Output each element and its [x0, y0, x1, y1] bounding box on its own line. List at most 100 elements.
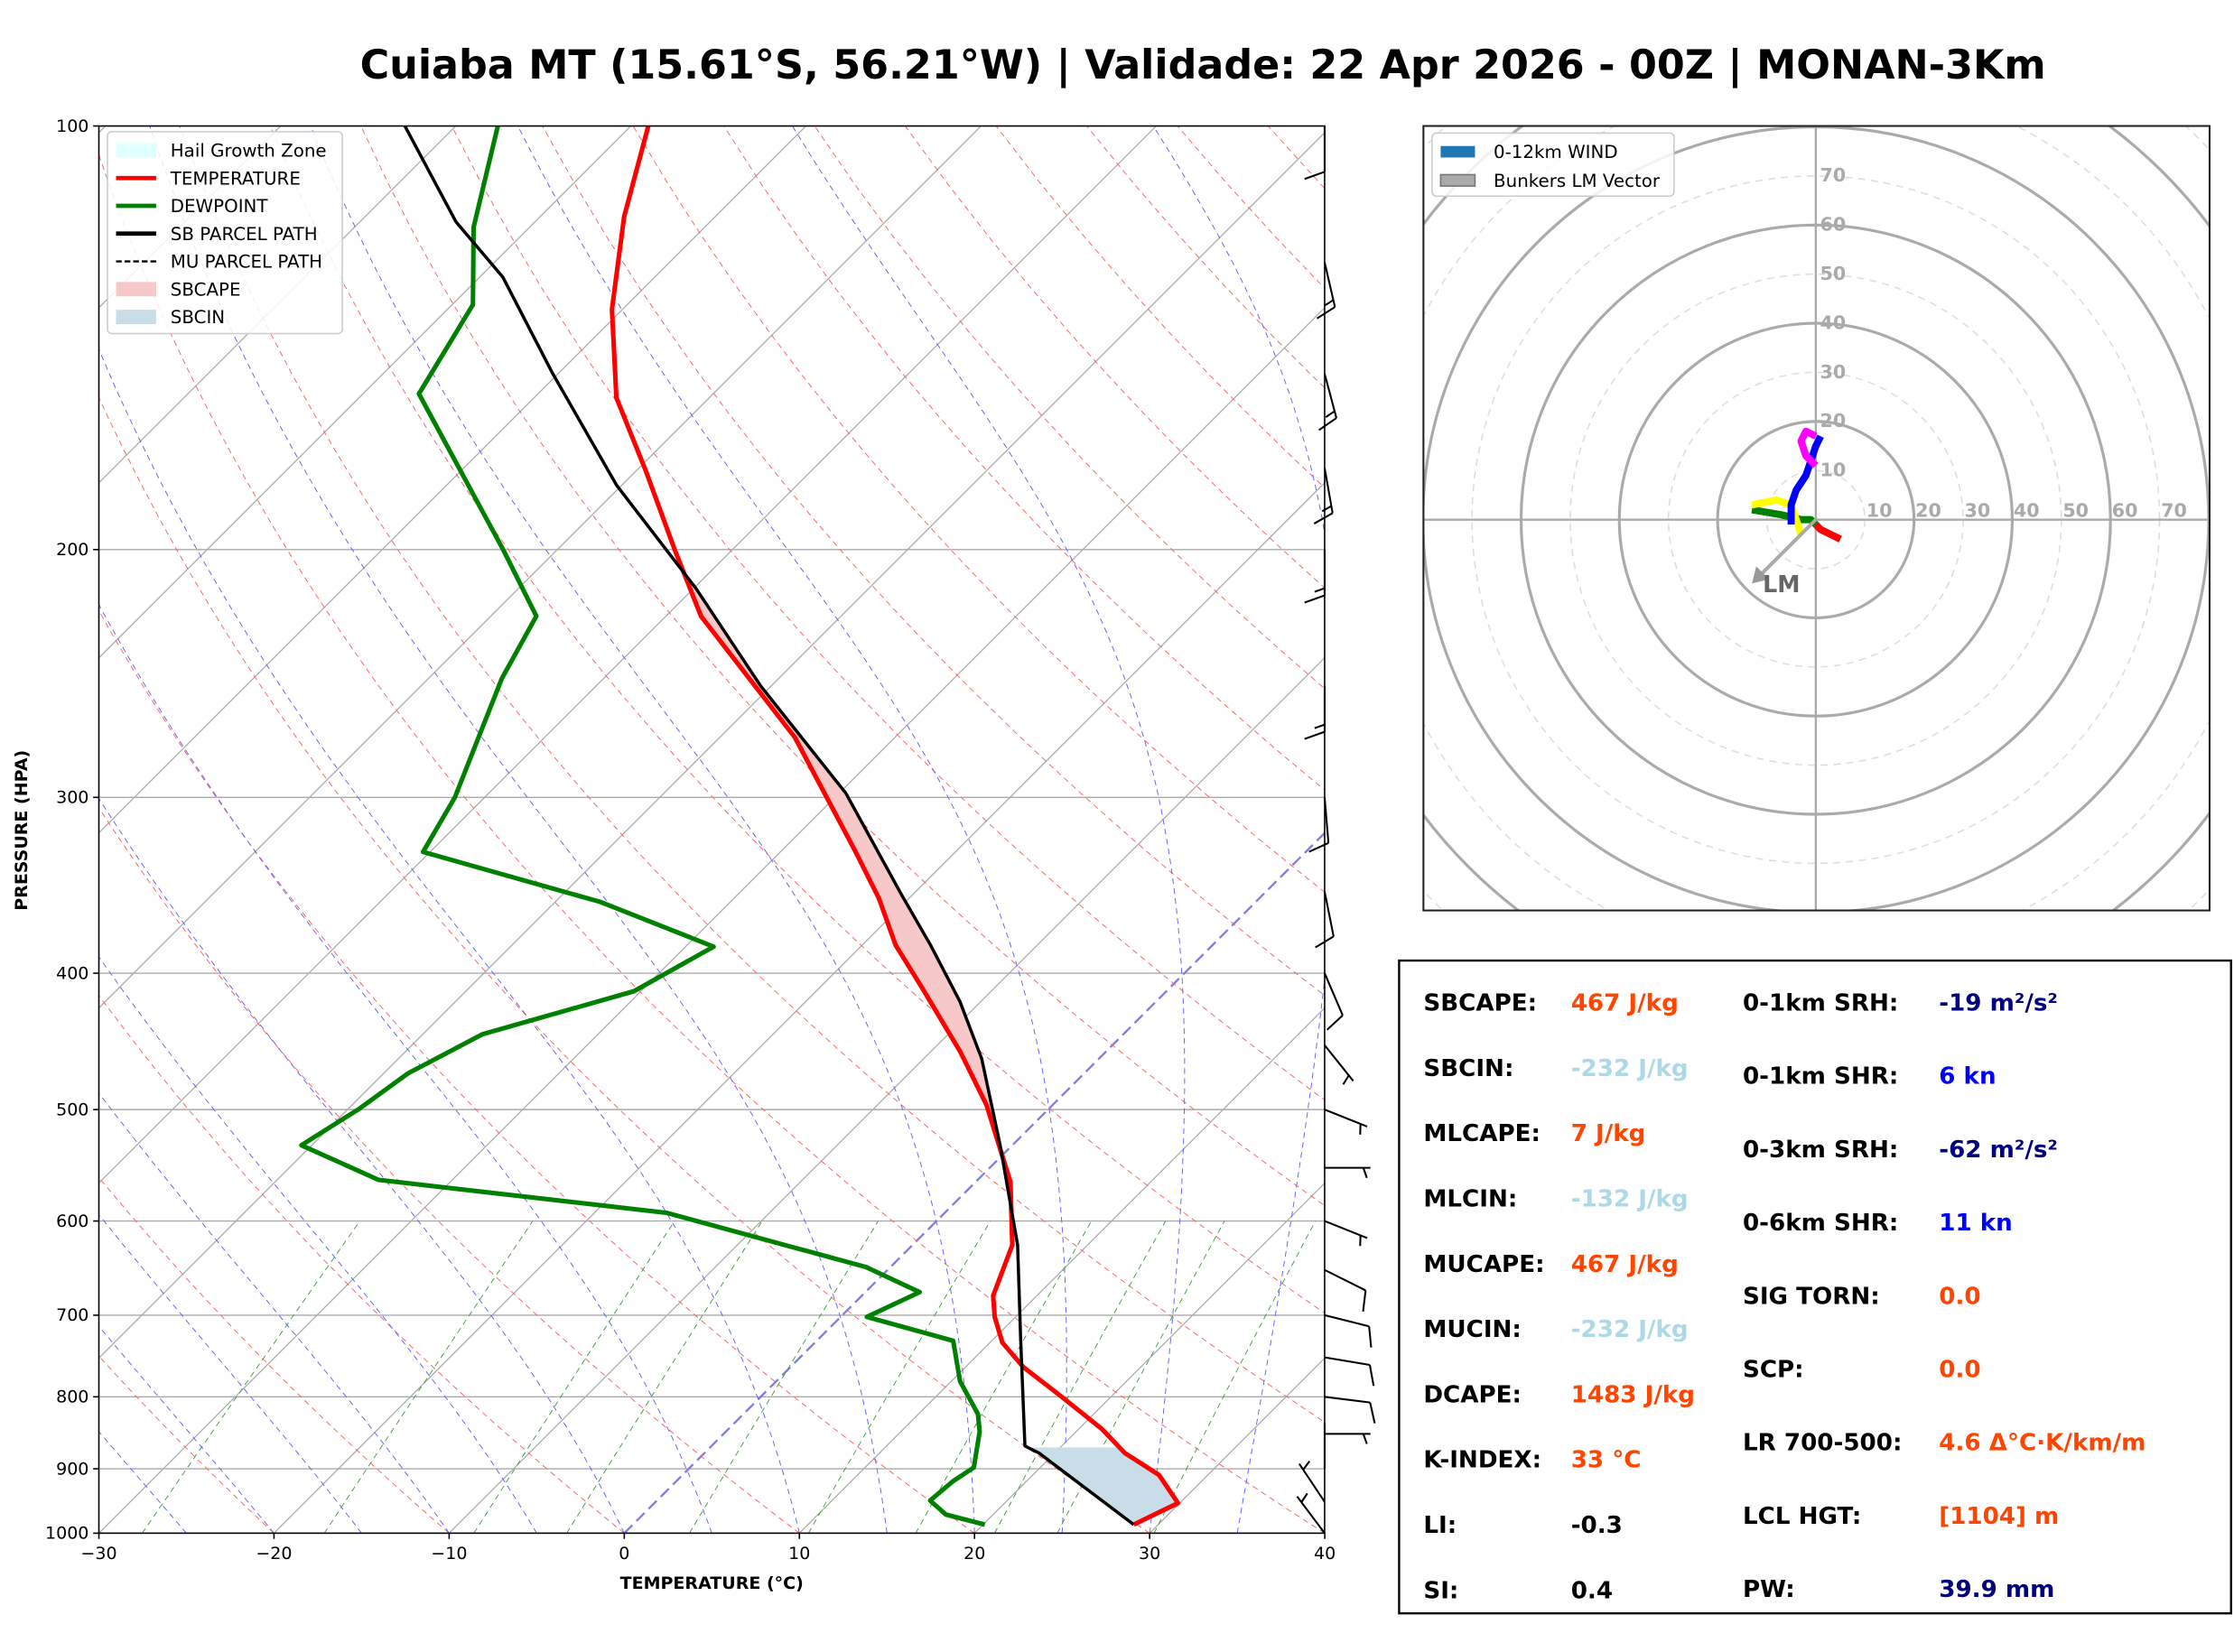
y-tick-label: 100: [56, 116, 88, 136]
stat-label: LCL HGT:: [1743, 1503, 1861, 1530]
skewt-profiles: [299, 125, 1181, 1527]
mixing-ratio-line: [993, 1220, 1167, 1534]
stat-label: SIG TORN:: [1743, 1283, 1880, 1310]
stat-label: DCAPE:: [1423, 1381, 1522, 1408]
bunkers-lm-arrow: [1757, 518, 1818, 578]
hodo-ring-label: 30: [1965, 499, 1991, 521]
isotherm: [98, 125, 807, 834]
isotherm: [98, 125, 982, 1009]
dry-adiabat: [98, 1355, 275, 1534]
sb-parcel-line: [403, 125, 1135, 1527]
mixing-ratio-line: [473, 1220, 675, 1534]
stat-value: 1483 J/kg: [1571, 1381, 1695, 1408]
stat-value: [1104] m: [1939, 1503, 2059, 1530]
stat-value: 0.4: [1571, 1577, 1613, 1604]
stats-frame: [1398, 959, 2232, 1615]
stat-label: K-INDEX:: [1423, 1447, 1541, 1474]
y-tick-label: 700: [56, 1305, 88, 1325]
wind-barb: [1324, 1109, 1368, 1135]
wind-barb: [1324, 1268, 1367, 1312]
hodo-ring-label: 70: [1820, 164, 1847, 186]
hodo-ring-label: 30: [1820, 361, 1847, 383]
mixing-ratio-line: [915, 1220, 1093, 1534]
y-tick-label: 800: [56, 1387, 88, 1407]
stat-label: MLCAPE:: [1423, 1120, 1541, 1147]
x-tick-label: 0: [619, 1544, 629, 1564]
mixing-ratio-line: [1153, 1220, 1317, 1534]
y-tick-label: 500: [56, 1100, 88, 1119]
skewt-frame: [98, 125, 1326, 1535]
dry-adiabat: [723, 125, 1325, 791]
hodo-ring-label: 50: [1820, 263, 1847, 284]
hodograph-segment: [1797, 427, 1819, 469]
temperature-line: [610, 125, 1181, 1527]
legend-swatch: [116, 143, 156, 158]
hodograph-legend: 0-12km WIND Bunkers LM Vector: [1431, 132, 1675, 198]
dry-adiabat: [451, 125, 1325, 1100]
moist-adiabat: [98, 1325, 275, 1534]
stat-value: 4.6 Δ°C·K/km/m: [1939, 1430, 2146, 1457]
legend-swatch: [1440, 145, 1475, 158]
isotherm: [798, 1007, 1325, 1534]
moist-adiabat: [1152, 125, 1325, 1534]
stat-value: 39.9 mm: [1939, 1576, 2054, 1603]
chart-title: Cuiaba MT (15.61°S, 56.21°W) | Validade:…: [360, 42, 2046, 88]
wind-barb: [1318, 373, 1338, 432]
hodograph-ring: [1226, 0, 2234, 1109]
legend-label: MU PARCEL PATH: [171, 252, 322, 273]
wind-barb: [1304, 125, 1326, 181]
dry-adiabat: [632, 125, 1325, 893]
hodograph-ring: [1423, 125, 2210, 911]
dry-adiabat: [98, 396, 1150, 1534]
legend-label: 0-12km WIND: [1494, 142, 1618, 162]
mixing-ratio-line: [1056, 1220, 1225, 1534]
stat-label: SBCAPE:: [1423, 990, 1537, 1017]
stat-value: -232 J/kg: [1571, 1055, 1689, 1082]
y-tick-label: 1000: [45, 1524, 88, 1544]
hodo-ring-label: 60: [1820, 214, 1847, 236]
stat-value: 6 kn: [1939, 1063, 1996, 1091]
legend-label: SBCIN: [171, 307, 225, 328]
wind-barb: [1304, 685, 1326, 740]
hodograph: 10 10 20 20 30 30 40 40 50 50 60 60 70 70 LM 0-12km W…: [1226, 0, 2234, 1109]
stat-value: -19 m²/s²: [1939, 990, 2058, 1017]
stat-label: MUCAPE:: [1423, 1251, 1544, 1278]
wind-barb: [1324, 1313, 1373, 1348]
wind-barb: [1324, 1433, 1371, 1444]
hodo-ring-label: 20: [1915, 499, 1941, 521]
stat-value: 467 J/kg: [1571, 1251, 1679, 1278]
wind-barb: [1296, 1492, 1326, 1534]
isotherm: [273, 481, 1325, 1534]
stat-value: 7 J/kg: [1571, 1120, 1646, 1147]
stat-value: 467 J/kg: [1571, 990, 1679, 1017]
wind-barb: [1324, 1396, 1376, 1424]
legend-label: SB PARCEL PATH: [171, 224, 318, 245]
skewt-fills: [688, 585, 1178, 1525]
hodo-ring-label: 60: [2112, 499, 2138, 521]
legend-label: Bunkers LM Vector: [1494, 171, 1661, 191]
stat-value: 0.0: [1939, 1357, 1980, 1384]
zero-isotherm: [623, 831, 1325, 1534]
hodograph-segment: [1787, 434, 1824, 525]
stat-value: 11 kn: [1939, 1210, 2013, 1237]
x-tick-label: 10: [788, 1544, 810, 1564]
moist-adiabat: [792, 125, 1186, 1534]
stat-label: MUCIN:: [1423, 1316, 1522, 1343]
wind-barb: [1324, 1220, 1368, 1247]
stat-value: 33 °C: [1571, 1447, 1642, 1474]
y-tick-label: 900: [56, 1459, 88, 1479]
isotherm: [448, 656, 1325, 1534]
mixing-ratio-line: [566, 1220, 763, 1534]
legend-label: TEMPERATURE: [170, 168, 301, 189]
wind-barb: [1298, 1460, 1326, 1503]
hodo-ring-label: 50: [2062, 499, 2089, 521]
x-tick-label: −10: [431, 1544, 467, 1564]
dry-adiabat: [98, 609, 975, 1534]
hodo-ring-label: 20: [1820, 410, 1847, 432]
hodograph-rings: 10 10 20 20 30 30 40 40 50 50 60 60 70 70: [1226, 0, 2234, 1109]
stats-panel: SBCAPE: 467 J/kg SBCIN: -232 J/kg MLCAPE: 7 J…: [1398, 959, 2232, 1615]
x-tick-label: 20: [963, 1544, 985, 1564]
dry-adiabat: [98, 153, 1325, 1534]
dry-adiabat: [179, 125, 1325, 1423]
sbcin-area: [1028, 1447, 1178, 1525]
